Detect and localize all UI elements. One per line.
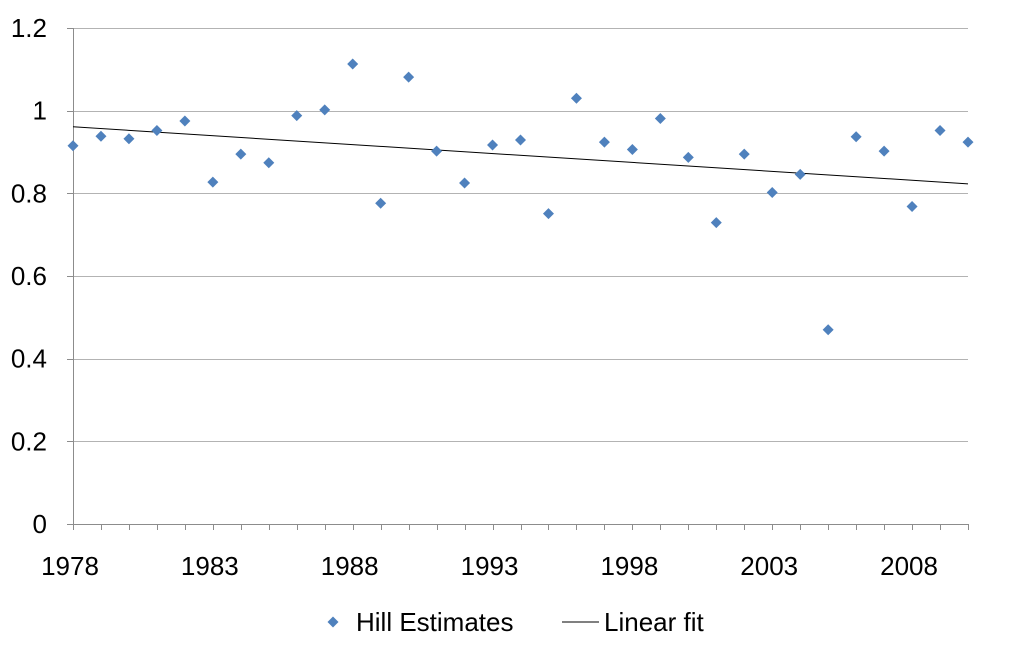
y-tick-label: 0.6 <box>11 261 47 291</box>
legend-label-hill-estimates: Hill Estimates <box>356 607 513 637</box>
hill-estimate-point <box>710 217 722 229</box>
x-tick-label: 2003 <box>740 551 798 581</box>
hill-estimate-point <box>850 131 862 143</box>
hill-estimate-point <box>151 125 163 137</box>
hill-estimate-point <box>95 130 107 142</box>
hill-estimate-point <box>123 133 135 145</box>
y-tick-label: 0.8 <box>11 178 47 208</box>
y-tick-label: 1.2 <box>11 13 47 43</box>
x-tick-label: 1978 <box>41 551 99 581</box>
hill-estimate-point <box>403 71 415 83</box>
x-tick-label: 1988 <box>321 551 379 581</box>
hill-estimate-point <box>542 208 554 220</box>
y-tick-label: 0.4 <box>11 344 47 374</box>
hill-estimate-point <box>207 176 219 188</box>
hill-estimate-point <box>654 113 666 125</box>
y-tick-label: 0 <box>33 509 47 539</box>
hill-estimate-point <box>67 140 79 152</box>
hill-estimate-point <box>431 145 443 157</box>
y-tick-label: 1 <box>33 96 47 126</box>
hill-estimate-point <box>626 144 638 156</box>
hill-estimate-point <box>906 201 918 213</box>
hill-estimate-point <box>235 148 247 160</box>
hill-estimate-point <box>878 145 890 157</box>
legend: Hill Estimates Linear fit <box>327 607 704 637</box>
hill-estimate-point <box>375 197 387 209</box>
hill-estimate-point <box>515 134 526 146</box>
data-points <box>67 58 974 336</box>
hill-estimate-point <box>934 125 946 137</box>
hill-estimate-point <box>263 157 275 169</box>
linear-fit-layer <box>72 126 969 185</box>
x-tick-label: 2008 <box>880 551 938 581</box>
hill-estimate-point <box>570 92 582 104</box>
hill-estimate-point <box>682 151 694 163</box>
gridlines <box>73 28 968 442</box>
linear-fit-line <box>72 126 969 185</box>
x-tick-label: 1983 <box>181 551 239 581</box>
hill-estimate-point <box>487 139 499 151</box>
axes <box>67 28 969 530</box>
x-tick-label: 1998 <box>600 551 658 581</box>
legend-marker-hill-estimates <box>327 616 339 628</box>
hill-estimate-point <box>794 168 806 180</box>
hill-estimate-point <box>319 104 331 116</box>
legend-label-linear-fit: Linear fit <box>604 607 704 637</box>
hill-estimate-point <box>962 136 974 148</box>
hill-estimate-point <box>347 58 359 70</box>
hill-estimate-point <box>459 177 471 189</box>
y-tick-label: 0.2 <box>11 426 47 456</box>
hill-estimate-point <box>179 115 191 127</box>
x-tick-labels: 1978 1983 1988 1993 1998 2003 2008 <box>41 551 938 581</box>
hill-estimate-point <box>738 148 750 160</box>
y-tick-labels: 0 0.2 0.4 0.6 0.8 1 1.2 <box>11 13 47 539</box>
hill-estimate-point <box>822 324 834 336</box>
hill-estimate-point <box>766 187 778 199</box>
hill-estimate-point <box>598 136 610 148</box>
x-tick-label: 1993 <box>461 551 519 581</box>
hill-estimate-point <box>291 110 303 122</box>
